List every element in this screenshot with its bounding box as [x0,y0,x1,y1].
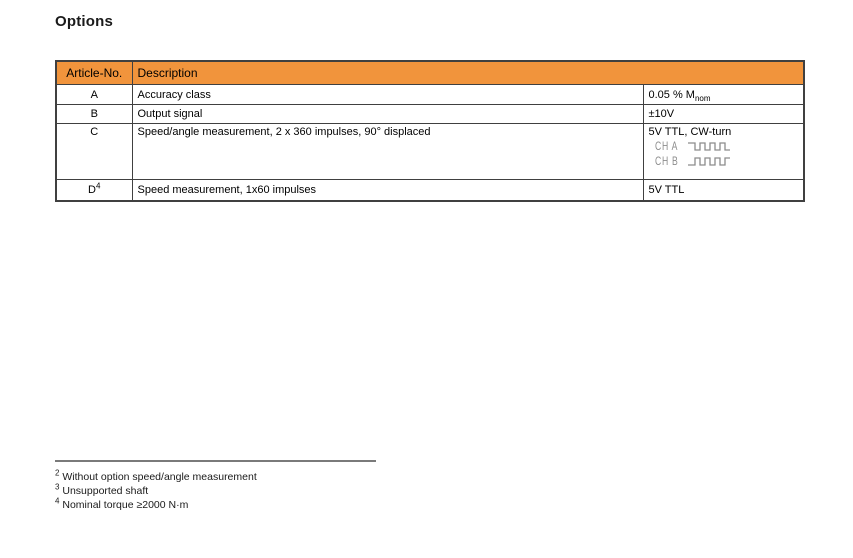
article-text: D [88,184,96,196]
waveform-b-icon [687,156,730,166]
table-row: A Accuracy class 0.05 % Mnom [55,84,805,105]
signal-channel-b: CH B [655,154,799,168]
value-cell-b: ±10V [642,104,805,124]
description-cell-a: Accuracy class [131,84,644,105]
column-header-article-no: Article-No. [55,60,133,85]
description-cell-c: Speed/angle measurement, 2 x 360 impulse… [131,123,644,180]
value-cell-a: 0.05 % Mnom [642,84,805,105]
column-header-description: Description [131,60,805,85]
table-row: C Speed/angle measurement, 2 x 360 impul… [55,123,805,180]
footnote-marker: 4 [55,496,60,506]
value-text: 0.05 % M [648,88,695,101]
footnote-text: Nominal torque ≥2000 N·m [62,499,189,511]
article-cell-a: A [55,84,133,105]
footnote-text: Unsupported shaft [62,485,149,497]
footnotes: 2 Without option speed/angle measurement… [55,468,257,512]
footnote-2: 2 Without option speed/angle measurement [55,468,257,484]
footnote-4: 4 Nominal torque ≥2000 N·m [55,496,257,512]
article-superscript: 4 [96,181,101,191]
footnote-3: 3 Unsupported shaft [55,482,257,498]
channel-b-label: CH B [654,154,679,168]
article-cell-c: C [55,123,133,180]
channel-a-label: CH A [654,139,678,153]
table-row: B Output signal ±10V [55,104,805,124]
value-cell-c: 5V TTL, CW-turn CH A CH B [642,123,805,180]
footnote-marker: 2 [55,468,60,478]
description-cell-d: Speed measurement, 1x60 impulses [131,179,644,202]
value-text: 5V TTL, CW-turn [648,126,732,138]
footnote-divider [55,460,376,462]
page-title: Options [55,13,114,30]
description-cell-b: Output signal [131,104,644,124]
value-cell-d: 5V TTL [642,179,805,202]
waveform-a-icon [687,141,730,151]
signal-channel-a: CH A [655,139,799,153]
options-table: Article-No. Description A Accuracy class… [55,60,805,202]
footnote-marker: 3 [55,482,60,492]
value-subscript: nom [694,93,711,103]
table-header-row: Article-No. Description [55,60,805,85]
table-row: D4 Speed measurement, 1x60 impulses 5V T… [55,179,805,202]
article-cell-b: B [55,104,133,124]
footnote-text: Without option speed/angle measurement [62,471,257,483]
article-cell-d: D4 [55,179,133,202]
